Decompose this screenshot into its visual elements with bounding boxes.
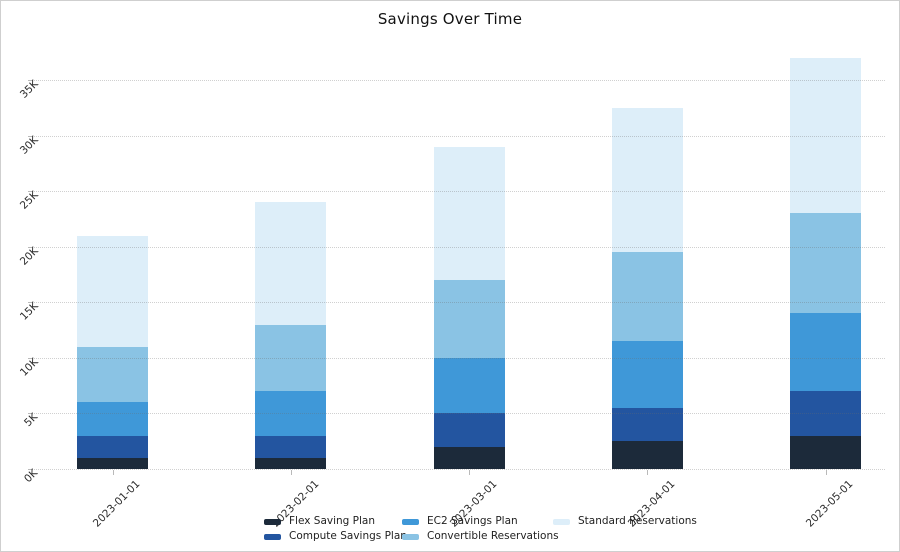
y-tick-label: 5K [22, 411, 41, 430]
legend-swatch-icon [402, 533, 419, 540]
legend-column: EC2 Savings Plan Convertible Reservations [402, 515, 559, 545]
y-tick [28, 413, 33, 415]
bar-segment-convertible-reservations[interactable] [611, 252, 683, 342]
legend-item-standard-reservations[interactable]: Standard Reservations [553, 515, 697, 528]
legend-column: Flex Saving Plan Compute Savings Plan [264, 515, 407, 545]
bar-segment-standard-reservations[interactable] [433, 146, 505, 281]
bar-segment-flex-saving-plan[interactable] [433, 446, 505, 469]
bar-segment-ec2-savings-plan[interactable] [611, 341, 683, 408]
y-tick-label: 0K [22, 467, 41, 486]
y-tick [28, 246, 33, 248]
legend-swatch-icon [264, 518, 281, 525]
legend-label: Compute Savings Plan [289, 530, 407, 542]
gridline [34, 135, 885, 137]
bar-segment-ec2-savings-plan[interactable] [433, 357, 505, 414]
bar-segment-ec2-savings-plan[interactable] [77, 402, 148, 436]
bar-segment-ec2-savings-plan[interactable] [790, 313, 861, 392]
bar-segment-compute-savings-plan[interactable] [77, 435, 148, 458]
chart-title: Savings Over Time [377, 10, 523, 28]
bar-segment-flex-saving-plan[interactable] [255, 457, 327, 469]
bar-segment-convertible-reservations[interactable] [255, 324, 327, 392]
x-tick [290, 470, 292, 475]
bar-segment-standard-reservations[interactable] [611, 107, 683, 253]
y-tick [28, 357, 33, 359]
legend-label: Convertible Reservations [427, 530, 559, 542]
y-tick-label: 30K [17, 133, 41, 157]
bar-segment-flex-saving-plan[interactable] [790, 435, 861, 469]
bar-segment-convertible-reservations[interactable] [790, 213, 861, 314]
y-tick [28, 469, 33, 470]
bar-segment-compute-savings-plan[interactable] [611, 407, 683, 442]
bar-segment-standard-reservations[interactable] [255, 202, 327, 325]
legend-item-ec2-savings-plan[interactable]: EC2 Savings Plan [402, 515, 559, 528]
y-tick-label: 10K [17, 355, 41, 379]
bar-segment-standard-reservations[interactable] [77, 235, 148, 347]
y-tick-label: 20K [17, 244, 41, 268]
bar-segment-flex-saving-plan[interactable] [77, 457, 148, 469]
x-tick [647, 470, 649, 475]
legend: Flex Saving Plan Compute Savings Plan EC2 … [1, 515, 899, 549]
y-tick [28, 302, 33, 304]
bar-segment-convertible-reservations[interactable] [77, 346, 148, 403]
bar-segment-convertible-reservations[interactable] [433, 280, 505, 358]
bar-segment-flex-saving-plan[interactable] [611, 441, 683, 469]
legend-item-convertible-reservations[interactable]: Convertible Reservations [402, 530, 559, 543]
legend-item-compute-savings-plan[interactable]: Compute Savings Plan [264, 530, 407, 543]
gridline [34, 469, 885, 470]
legend-swatch-icon [553, 518, 570, 525]
gridline [34, 80, 885, 81]
y-tick [28, 80, 33, 81]
bar-segment-compute-savings-plan[interactable] [790, 391, 861, 436]
y-tick-label: 15K [17, 300, 41, 324]
bar-segment-compute-savings-plan[interactable] [255, 435, 327, 458]
legend-swatch-icon [264, 533, 281, 540]
x-tick [825, 470, 827, 475]
bar-segment-compute-savings-plan[interactable] [433, 413, 505, 447]
x-tick [112, 470, 114, 475]
legend-label: Standard Reservations [578, 515, 697, 527]
legend-label: Flex Saving Plan [289, 515, 376, 527]
y-tick [28, 135, 33, 137]
y-tick-label: 25K [17, 189, 41, 212]
legend-label: EC2 Savings Plan [427, 515, 518, 527]
bar-segment-standard-reservations[interactable] [790, 57, 861, 214]
legend-column: Standard Reservations [553, 515, 697, 530]
legend-swatch-icon [402, 518, 419, 525]
y-tick-label: 35K [17, 78, 41, 101]
legend-item-flex-saving-plan[interactable]: Flex Saving Plan [264, 515, 407, 528]
bar-segment-ec2-savings-plan[interactable] [255, 391, 327, 436]
y-tick [28, 191, 33, 193]
x-tick [469, 470, 470, 475]
